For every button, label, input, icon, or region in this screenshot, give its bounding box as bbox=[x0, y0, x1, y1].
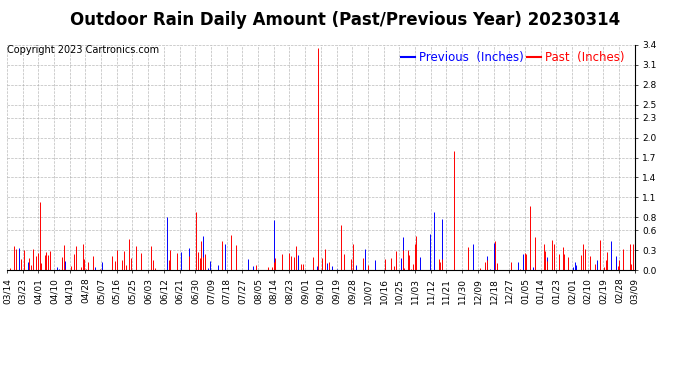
Text: Outdoor Rain Daily Amount (Past/Previous Year) 20230314: Outdoor Rain Daily Amount (Past/Previous… bbox=[70, 11, 620, 29]
Legend: Previous  (Inches), Past  (Inches): Previous (Inches), Past (Inches) bbox=[396, 46, 629, 69]
Text: Copyright 2023 Cartronics.com: Copyright 2023 Cartronics.com bbox=[7, 45, 159, 55]
